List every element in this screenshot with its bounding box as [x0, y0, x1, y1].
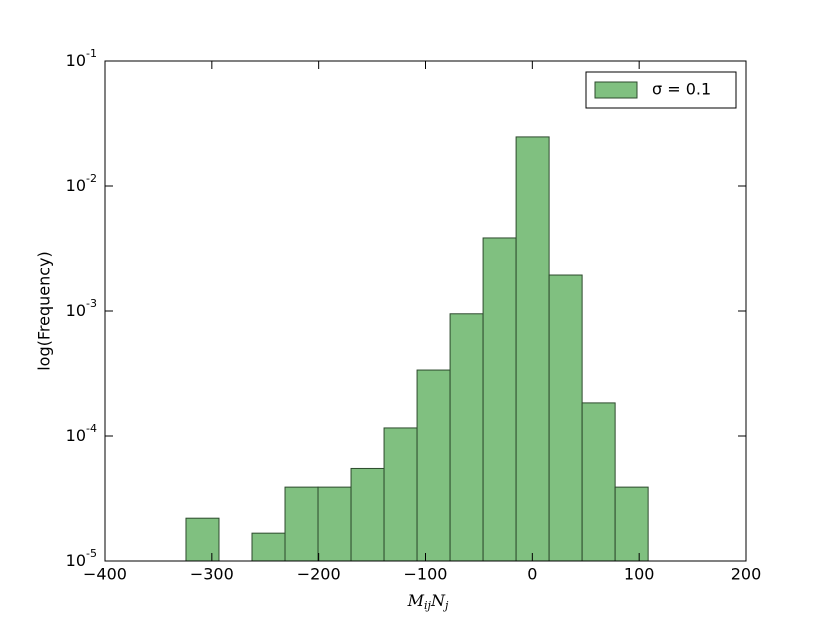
x-axis-label: MijNj — [407, 591, 449, 613]
x-tick-label: 100 — [624, 565, 655, 584]
x-tick-label: 200 — [731, 565, 762, 584]
y-tick-label: 10-2 — [66, 172, 97, 195]
bar — [317, 486, 352, 562]
bar — [350, 467, 385, 562]
bar — [548, 274, 583, 562]
x-tick-label: −300 — [190, 565, 234, 584]
bar — [185, 517, 220, 562]
bar — [515, 136, 550, 562]
legend-swatch — [594, 81, 638, 99]
x-tick-label: −400 — [83, 565, 127, 584]
bar — [581, 402, 616, 562]
y-tick-label: 10-3 — [66, 297, 97, 320]
y-axis-label: log(Frequency) — [35, 251, 54, 371]
legend-box — [585, 71, 737, 109]
legend-label: σ = 0.1 — [652, 80, 711, 99]
bar — [284, 486, 319, 562]
y-tick-label: 10-4 — [66, 422, 97, 445]
y-tick-label: 10-1 — [66, 47, 97, 70]
bar — [383, 427, 418, 562]
bar — [416, 369, 451, 562]
bar — [251, 532, 286, 562]
x-tick-label: −100 — [404, 565, 448, 584]
bar — [614, 486, 649, 562]
bar — [482, 237, 517, 562]
bar — [449, 313, 484, 562]
y-tick-label: 10-5 — [66, 547, 97, 570]
x-tick-label: 0 — [527, 565, 537, 584]
x-tick-label: −200 — [297, 565, 341, 584]
